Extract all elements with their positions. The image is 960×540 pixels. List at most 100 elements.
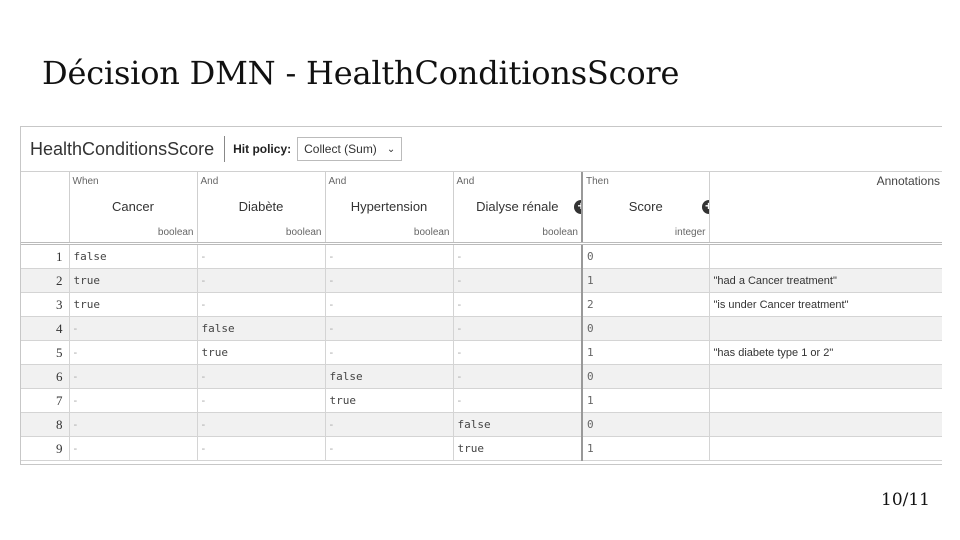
slide-title: Décision DMN - HealthConditionsScore (42, 54, 680, 92)
input-entry-cell[interactable]: - (69, 412, 198, 437)
rules-table: When Cancer boolean And Diabète boolean … (21, 172, 942, 461)
annotation-cell[interactable] (709, 364, 942, 389)
table-row[interactable]: 2 true - - -1 "had a Cancer treatment" (21, 268, 942, 293)
input-entry-cell[interactable]: - (325, 412, 454, 437)
hit-policy-value: Collect (Sum) (304, 142, 377, 156)
input-entry-cell[interactable]: - (197, 292, 326, 317)
input-entry-cell[interactable]: - (453, 243, 583, 269)
rule-number: 1 (21, 243, 70, 269)
output-column-score[interactable]: Then Score integer + (581, 172, 710, 244)
input-column-diabete[interactable]: And Diabète boolean (197, 172, 326, 244)
annotation-cell[interactable] (709, 436, 942, 461)
input-entry-cell[interactable]: - (197, 436, 326, 461)
input-entry-cell[interactable]: - (69, 388, 198, 413)
input-entry-cell[interactable]: - (325, 436, 454, 461)
input-entry-cell[interactable]: - (453, 316, 583, 341)
table-row[interactable]: 9- - - true 1 (21, 436, 942, 461)
dmn-table-header: HealthConditionsScore Hit policy: Collec… (21, 127, 942, 172)
input-entry-cell[interactable]: - (453, 364, 583, 389)
table-row[interactable]: 6- - false -0 (21, 364, 942, 389)
hit-policy-dropdown[interactable]: Collect (Sum) ⌄ (297, 137, 403, 161)
annotations-label: Annotations (876, 174, 940, 188)
input-entry-cell[interactable]: - (453, 340, 583, 365)
input-entry-cell[interactable]: true (69, 268, 198, 293)
annotation-cell[interactable]: "is under Cancer treatment" (709, 292, 942, 317)
output-entry-cell[interactable]: 1 (581, 340, 710, 365)
input-entry-cell[interactable]: - (69, 316, 198, 341)
column-keyword: And (328, 176, 347, 187)
input-entry-cell[interactable]: false (325, 364, 454, 389)
table-row[interactable]: 7- - true -1 (21, 388, 942, 413)
input-entry-cell[interactable]: - (197, 388, 326, 413)
annotation-cell[interactable] (709, 316, 942, 341)
add-input-column-plus-icon[interactable]: + (574, 200, 581, 214)
column-name[interactable]: Hypertension (350, 199, 428, 214)
column-header-row: When Cancer boolean And Diabète boolean … (21, 172, 942, 244)
input-entry-cell[interactable]: - (197, 268, 326, 293)
input-entry-cell[interactable]: true (325, 388, 454, 413)
input-entry-cell[interactable]: true (197, 340, 326, 365)
column-name[interactable]: Diabète (238, 199, 284, 214)
input-entry-cell[interactable]: - (325, 268, 454, 293)
annotation-cell[interactable] (709, 412, 942, 437)
input-entry-cell[interactable]: - (325, 316, 454, 341)
input-column-cancer[interactable]: When Cancer boolean (69, 172, 198, 244)
output-entry-cell[interactable]: 0 (581, 364, 710, 389)
table-row[interactable]: 4- false - -0 (21, 316, 942, 341)
output-entry-cell[interactable]: 0 (581, 243, 710, 269)
rule-number: 8 (21, 412, 70, 437)
input-entry-cell[interactable]: false (453, 412, 583, 437)
table-row[interactable]: 5- true - -1 "has diabete type 1 or 2" (21, 340, 942, 365)
table-row[interactable]: 8- - - false 0 (21, 412, 942, 437)
input-entry-cell[interactable]: - (453, 388, 583, 413)
hit-policy-label: Hit policy: (233, 142, 292, 156)
decision-name[interactable]: HealthConditionsScore (30, 138, 215, 159)
input-entry-cell[interactable]: false (69, 243, 198, 269)
column-keyword: And (200, 176, 219, 187)
add-output-column-plus-icon[interactable]: + (701, 200, 708, 214)
column-type: integer (674, 227, 706, 238)
table-row[interactable]: 3 true - - -2 "is under Cancer treatment" (21, 292, 942, 317)
output-entry-cell[interactable]: 2 (581, 292, 710, 317)
column-name[interactable]: Score (628, 199, 663, 214)
column-type: boolean (285, 227, 322, 238)
annotation-cell[interactable]: "had a Cancer treatment" (709, 268, 942, 293)
column-keyword: When (72, 176, 99, 187)
input-column-hypertension[interactable]: And Hypertension boolean (325, 172, 454, 244)
input-entry-cell[interactable]: true (453, 436, 583, 461)
output-entry-cell[interactable]: 0 (581, 316, 710, 341)
input-entry-cell[interactable]: - (325, 340, 454, 365)
input-entry-cell[interactable]: - (69, 364, 198, 389)
input-entry-cell[interactable]: false (197, 316, 326, 341)
rule-number: 2 (21, 268, 70, 293)
output-entry-cell[interactable]: 1 (581, 268, 710, 293)
row-number-header (21, 172, 70, 244)
annotations-column[interactable]: Annotations (709, 172, 942, 244)
output-entry-cell[interactable]: 1 (581, 436, 710, 461)
annotation-cell[interactable] (709, 243, 942, 269)
column-name[interactable]: Cancer (112, 199, 154, 214)
input-entry-cell[interactable]: - (325, 243, 454, 269)
input-entry-cell[interactable]: true (69, 292, 198, 317)
input-column-dialyse[interactable]: And Dialyse rénale boolean + (453, 172, 583, 244)
output-entry-cell[interactable]: 0 (581, 412, 710, 437)
column-type: boolean (413, 227, 450, 238)
rule-number: 5 (21, 340, 70, 365)
input-entry-cell[interactable]: - (453, 268, 583, 293)
input-entry-cell[interactable]: - (325, 292, 454, 317)
input-entry-cell[interactable]: - (197, 412, 326, 437)
output-entry-cell[interactable]: 1 (581, 388, 710, 413)
input-entry-cell[interactable]: - (197, 364, 326, 389)
annotation-cell[interactable] (709, 388, 942, 413)
input-entry-cell[interactable]: - (69, 340, 198, 365)
input-entry-cell[interactable]: - (453, 292, 583, 317)
input-entry-cell[interactable]: - (69, 436, 198, 461)
page-number: 10/11 (881, 490, 930, 510)
table-row[interactable]: 1 false - - -0 (21, 243, 942, 269)
rule-number: 3 (21, 292, 70, 317)
dmn-decision-table: HealthConditionsScore Hit policy: Collec… (20, 126, 942, 465)
annotation-cell[interactable]: "has diabete type 1 or 2" (709, 340, 942, 365)
input-entry-cell[interactable]: - (197, 243, 326, 269)
column-name[interactable]: Dialyse rénale (476, 199, 559, 214)
rule-number: 9 (21, 436, 70, 461)
